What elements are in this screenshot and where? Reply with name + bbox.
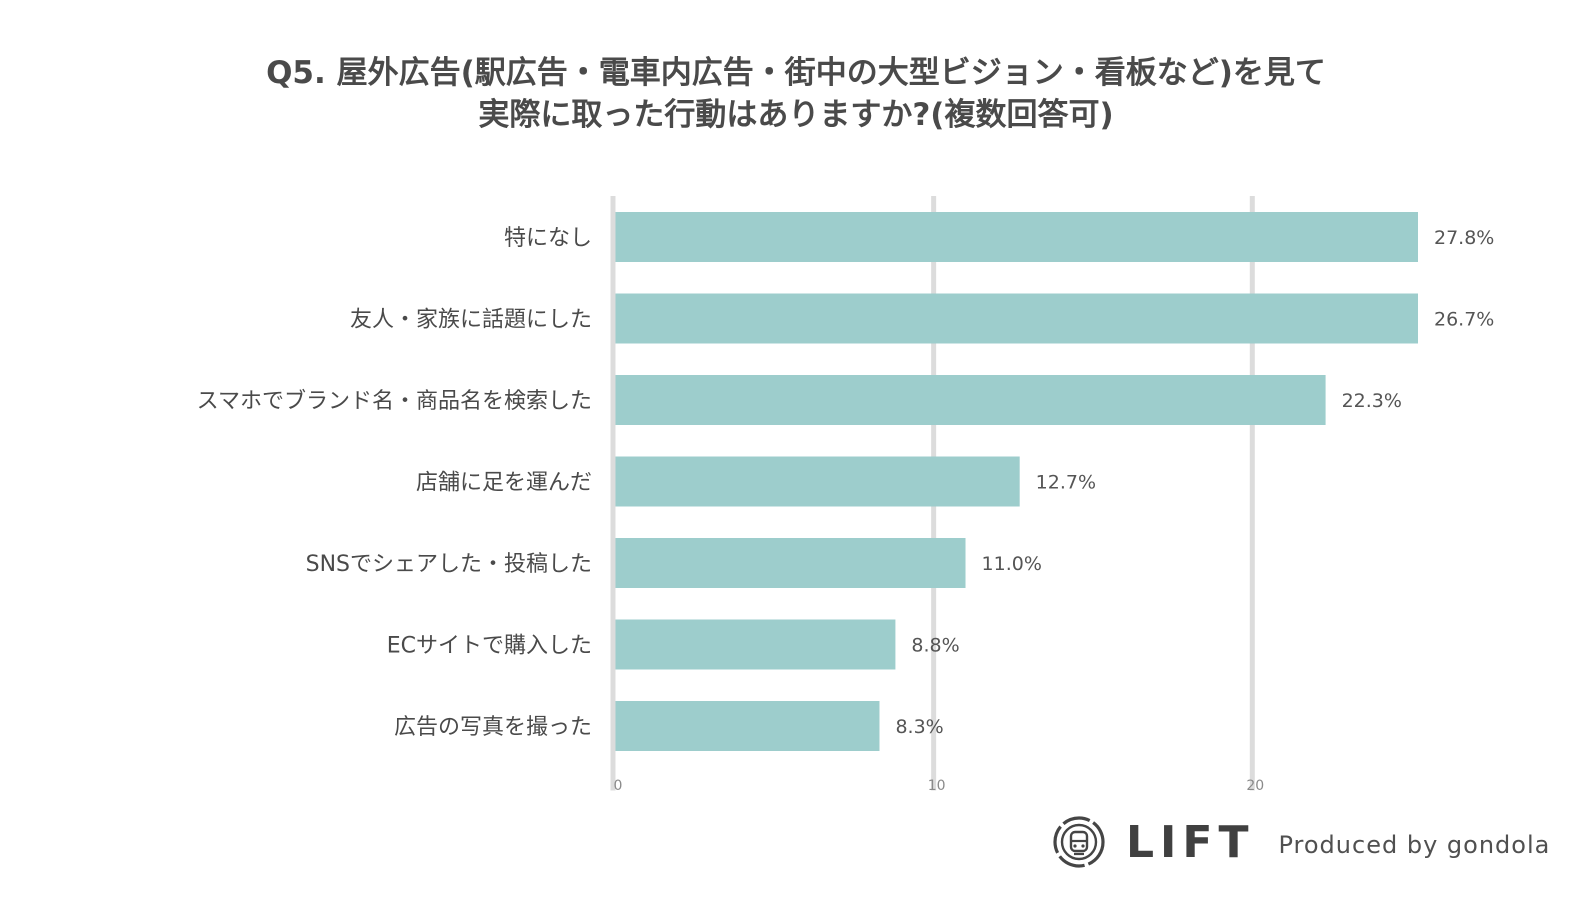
chart-title: Q5. 屋外広告(駅広告・電車内広告・街中の大型ビジョン・看板など)を見て 実際… <box>0 52 1592 136</box>
lift-emblem-icon <box>1053 816 1105 868</box>
chart-bars <box>615 212 1418 751</box>
value-label-6: 8.8% <box>911 635 959 657</box>
value-label-2: 26.7% <box>1434 309 1494 331</box>
chart-title-line-1: Q5. 屋外広告(駅広告・電車内広告・街中の大型ビジョン・看板など)を見て <box>266 55 1326 91</box>
lift-wordmark: LIFT <box>1126 816 1255 868</box>
x-tick-label-0: 0 <box>614 778 623 794</box>
value-label-1: 27.8% <box>1434 227 1494 249</box>
bar-1 <box>615 212 1418 262</box>
category-label-1: 特になし <box>504 226 592 251</box>
bar-5 <box>615 538 966 588</box>
bar-6 <box>615 619 896 670</box>
bar-4 <box>615 456 1020 507</box>
value-labels: 27.8% 26.7% 22.3% 12.7% 11.0% 8.8% 8.3% <box>895 227 1494 738</box>
value-label-4: 12.7% <box>1036 472 1096 494</box>
value-label-7: 8.3% <box>895 716 943 738</box>
lift-logo: LIFT Produced by gondola <box>1052 812 1550 872</box>
x-tick-labels: 0 10 20 <box>614 778 1265 794</box>
bar-2 <box>615 293 1418 344</box>
category-labels: 特になし友人・家族に話題にしたスマホでブランド名・商品名を検索した店舗に足を運ん… <box>197 226 592 740</box>
category-label-2: 友人・家族に話題にした <box>350 308 592 333</box>
produced-by-text: Produced by gondola <box>1278 831 1551 859</box>
bar-chart: 特になし友人・家族に話題にしたスマホでブランド名・商品名を検索した店舗に足を運ん… <box>197 196 1494 794</box>
bar-3 <box>615 375 1326 425</box>
chart-title-line-2: 実際に取った行動はありますか?(複数回答可) <box>478 97 1114 133</box>
category-label-3: スマホでブランド名・商品名を検索した <box>197 389 592 414</box>
x-tick-label-20: 20 <box>1246 778 1264 794</box>
bar-7 <box>615 701 880 751</box>
category-label-7: 広告の写真を撮った <box>394 715 592 740</box>
category-label-5: SNSでシェアした・投稿した <box>306 552 592 577</box>
value-label-3: 22.3% <box>1342 390 1402 412</box>
category-label-4: 店舗に足を運んだ <box>416 471 592 496</box>
value-label-5: 11.0% <box>982 553 1042 575</box>
category-label-6: ECサイトで購入した <box>387 634 592 659</box>
x-tick-label-10: 10 <box>928 778 946 794</box>
